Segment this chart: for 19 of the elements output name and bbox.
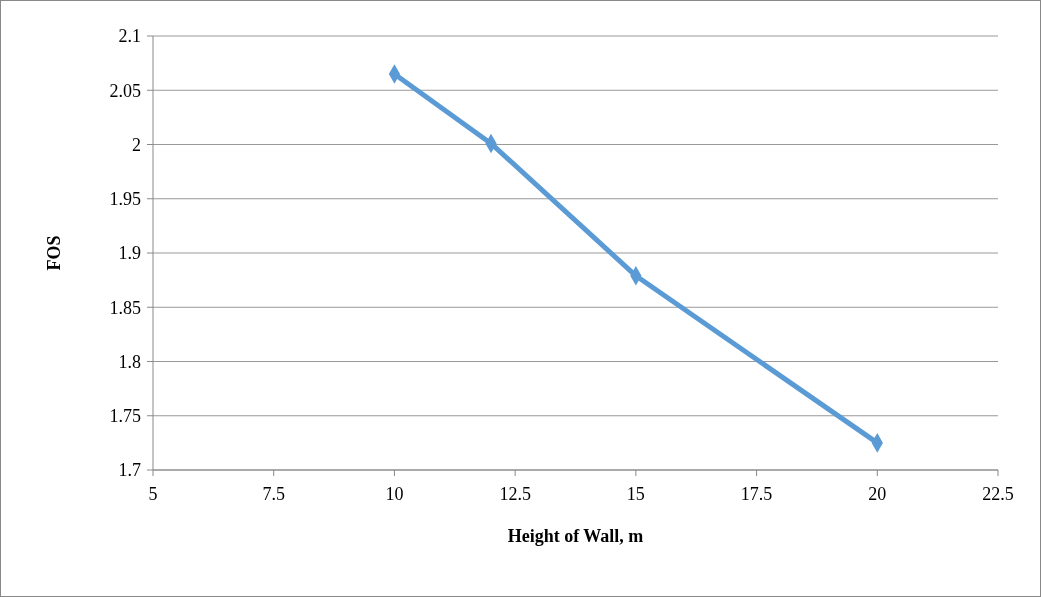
x-axis-title: Height of Wall, m	[507, 526, 644, 546]
y-tick-label: 1.9	[118, 243, 141, 264]
y-tick-label: 2	[132, 134, 141, 155]
x-tick-label: 12.5	[499, 484, 531, 504]
x-tick-label: 17.5	[740, 484, 773, 504]
x-tick-label: 22.5	[982, 484, 1014, 504]
y-tick-label: 2.05	[109, 80, 141, 101]
x-tick-label: 20	[868, 484, 887, 504]
x-tick-label: 5	[148, 484, 158, 504]
y-tick-label: 2.1	[118, 26, 141, 47]
y-tick-label: 1.75	[109, 406, 141, 427]
y-tick-label: 1.7	[118, 460, 141, 481]
y-axis-title: FOS	[44, 235, 64, 271]
y-tick-label: 1.85	[109, 297, 141, 318]
y-tick-label: 1.8	[118, 351, 141, 372]
y-tick-label: 1.95	[109, 189, 141, 210]
x-tick-label: 15	[626, 484, 645, 504]
x-tick-label: 10	[385, 484, 404, 504]
x-tick-label: 7.5	[262, 484, 285, 504]
